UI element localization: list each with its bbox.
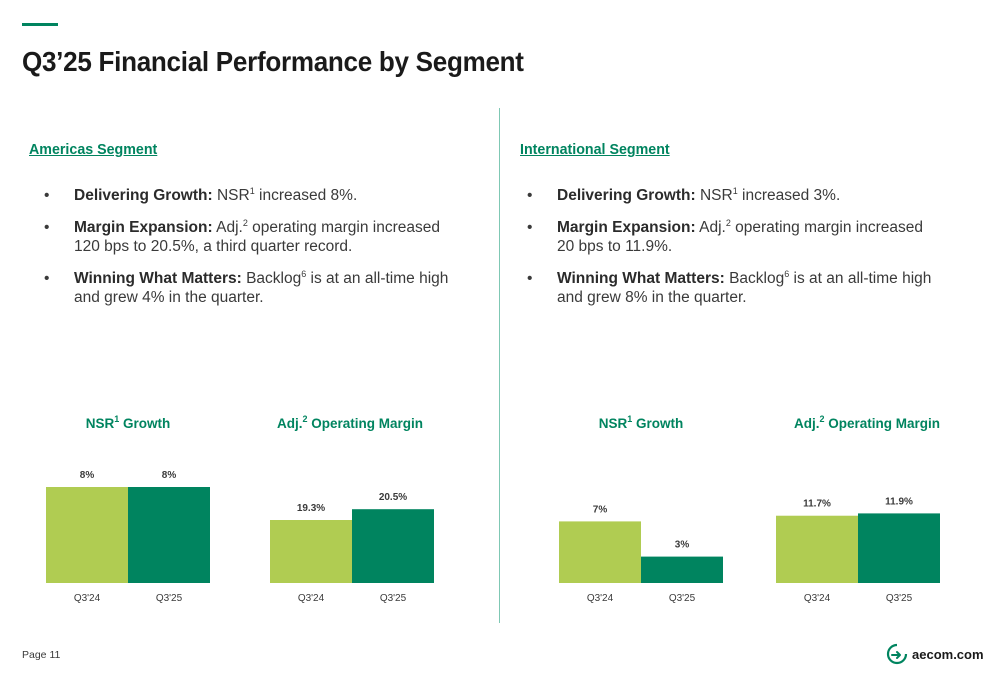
- title-accent-bar: [22, 23, 58, 26]
- segment-divider: [499, 108, 500, 623]
- international-bullet-list: • Delivering Growth: NSR1 increased 3%. …: [527, 186, 937, 320]
- americas-bullet-margin: • Margin Expansion: Adj.2 operating marg…: [44, 218, 440, 256]
- bullet-dot: •: [44, 270, 50, 287]
- data-label: 7%: [593, 504, 608, 515]
- americas-bullet-backlog: • Winning What Matters: Backlog6 is at a…: [44, 269, 449, 307]
- bullet-dot: •: [44, 219, 50, 236]
- x-tick-label: Q3'25: [380, 593, 407, 604]
- bar-q325: [858, 513, 940, 583]
- international-segment-heading[interactable]: International Segment: [520, 141, 670, 158]
- aecom-logo[interactable]: aecom.com: [886, 642, 984, 666]
- page-title: Q3’25 Financial Performance by Segment: [22, 46, 524, 77]
- x-tick-label: Q3'24: [587, 593, 614, 604]
- page-number: Page 11: [22, 649, 61, 661]
- bar-q324: [46, 487, 128, 583]
- x-tick-label: Q3'25: [669, 593, 696, 604]
- americas-segment-heading[interactable]: Americas Segment: [29, 141, 158, 158]
- bullet-dot: •: [527, 219, 533, 236]
- x-tick-label: Q3'24: [298, 593, 325, 604]
- logo-text: aecom.com: [912, 646, 984, 662]
- data-label: 20.5%: [379, 492, 407, 503]
- bullet-dot: •: [44, 187, 50, 204]
- x-tick-label: Q3'25: [156, 593, 183, 604]
- international-bullet-margin: • Margin Expansion: Adj.2 operating marg…: [527, 218, 923, 256]
- international-margin-chart-title: Adj.2 Operating Margin: [793, 414, 941, 432]
- data-label: 8%: [162, 470, 177, 481]
- international-nsr-growth-chart: 7% Q3'24 3% Q3'25: [559, 504, 723, 604]
- x-tick-label: Q3'24: [74, 593, 101, 604]
- bullet-dot: •: [527, 187, 533, 204]
- international-operating-margin-chart: 11.7% Q3'24 11.9% Q3'25: [776, 496, 940, 604]
- bar-q325: [352, 509, 434, 583]
- aecom-arrow-logo-icon: [886, 643, 908, 665]
- data-label: 8%: [80, 470, 95, 481]
- americas-nsr-chart-title: NSR1 Growth: [85, 414, 171, 432]
- bar-q324: [270, 520, 352, 583]
- bar-q325: [641, 556, 723, 583]
- americas-operating-margin-chart: 19.3% Q3'24 20.5% Q3'25: [270, 492, 434, 604]
- bullet-dot: •: [527, 270, 533, 287]
- data-label: 11.9%: [885, 496, 913, 507]
- americas-bullet-growth: • Delivering Growth: NSR1 increased 8%.: [44, 186, 358, 205]
- international-nsr-chart-title: NSR1 Growth: [598, 414, 684, 432]
- bar-q324: [776, 515, 858, 583]
- americas-nsr-growth-chart: 8% Q3'24 8% Q3'25: [46, 470, 210, 604]
- international-bullet-growth: • Delivering Growth: NSR1 increased 3%.: [527, 186, 841, 205]
- bar-q324: [559, 521, 641, 583]
- x-tick-label: Q3'24: [804, 593, 831, 604]
- americas-margin-chart-title: Adj.2 Operating Margin: [276, 414, 424, 432]
- data-label: 3%: [675, 540, 690, 551]
- americas-bullet-list: • Delivering Growth: NSR1 increased 8%. …: [44, 186, 454, 320]
- data-label: 19.3%: [297, 503, 325, 514]
- bar-q325: [128, 487, 210, 583]
- x-tick-label: Q3'25: [886, 593, 913, 604]
- international-bullet-backlog: • Winning What Matters: Backlog6 is at a…: [527, 269, 932, 307]
- data-label: 11.7%: [803, 499, 831, 510]
